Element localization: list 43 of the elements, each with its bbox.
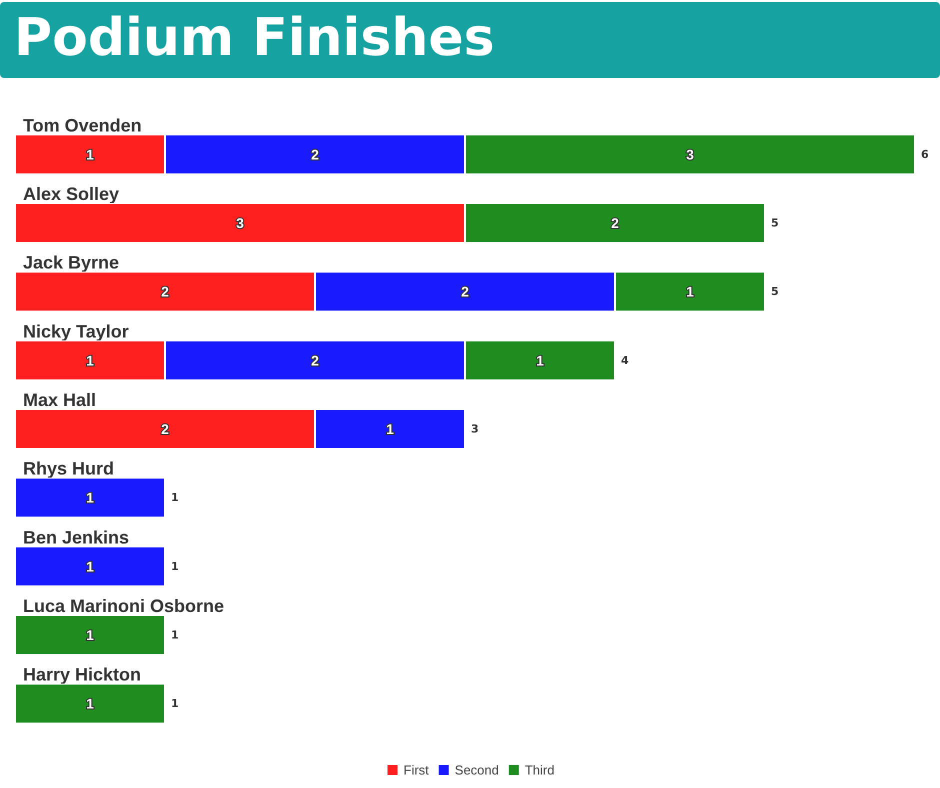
data-label: 1 bbox=[86, 352, 94, 368]
y-tick-label: Max Hall bbox=[23, 390, 96, 410]
data-label: 1 bbox=[86, 146, 94, 162]
y-tick-label: Luca Marinoni Osborne bbox=[23, 596, 224, 616]
y-tick-label: Rhys Hurd bbox=[23, 458, 114, 479]
legend-label: Second bbox=[454, 762, 499, 778]
total-label: 1 bbox=[171, 628, 179, 642]
chart-title: Podium Finishes bbox=[14, 8, 495, 68]
y-tick-label: Harry Hickton bbox=[23, 664, 142, 685]
data-label: 1 bbox=[86, 558, 94, 574]
data-label: 1 bbox=[386, 421, 394, 437]
data-label: 2 bbox=[311, 352, 320, 368]
data-label: 3 bbox=[236, 215, 244, 231]
data-label: 2 bbox=[611, 215, 620, 231]
data-label: 2 bbox=[461, 284, 470, 300]
bar bbox=[15, 615, 165, 655]
bar bbox=[15, 478, 165, 518]
total-label: 5 bbox=[771, 285, 779, 298]
data-label: 1 bbox=[86, 627, 94, 643]
total-label: 1 bbox=[171, 491, 179, 504]
data-label: 1 bbox=[86, 490, 94, 506]
y-tick-label: Ben Jenkins bbox=[23, 527, 130, 548]
total-label: 1 bbox=[171, 697, 179, 710]
legend-label: Third bbox=[524, 762, 554, 778]
data-label: 2 bbox=[311, 146, 320, 162]
total-label: 4 bbox=[621, 354, 629, 367]
y-tick-label: Tom Ovenden bbox=[23, 115, 142, 136]
bar bbox=[15, 684, 165, 724]
bar bbox=[15, 546, 165, 586]
data-label: 2 bbox=[161, 284, 170, 300]
total-label: 6 bbox=[921, 148, 929, 161]
data-label: 1 bbox=[86, 696, 94, 712]
data-label: 1 bbox=[686, 284, 694, 300]
y-tick-label: Nicky Taylor bbox=[23, 321, 129, 342]
data-label: 2 bbox=[161, 421, 170, 437]
legend-label: First bbox=[404, 762, 430, 778]
total-label: 3 bbox=[471, 422, 479, 436]
total-label: 5 bbox=[771, 216, 779, 230]
total-label: 1 bbox=[171, 560, 179, 573]
data-label: 3 bbox=[686, 146, 694, 162]
data-label: 1 bbox=[536, 352, 544, 368]
y-tick-label: Jack Byrne bbox=[23, 252, 120, 273]
y-tick-label: Alex Solley bbox=[23, 184, 120, 204]
